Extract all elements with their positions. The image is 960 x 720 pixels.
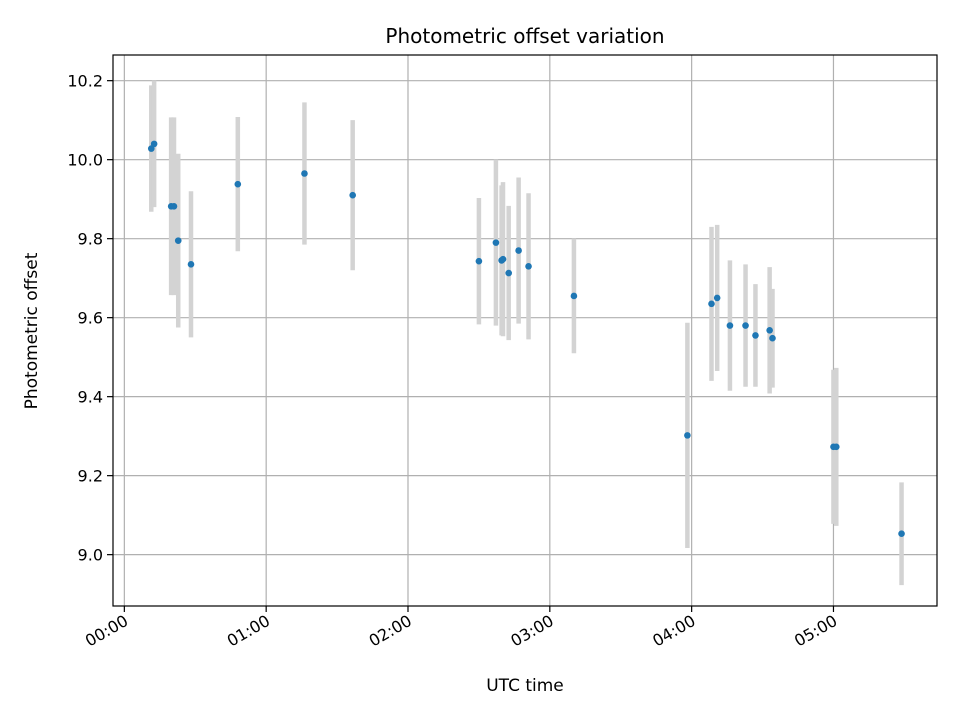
data-point xyxy=(769,334,776,342)
y-axis-ticks: 9.0 9.2 9.4 9.6 9.8 10.0 10.2 xyxy=(67,72,113,565)
data-point xyxy=(898,530,905,538)
y-tick-label: 9.6 xyxy=(78,309,103,328)
data-point xyxy=(234,180,242,188)
data-point xyxy=(833,443,840,451)
data-point xyxy=(505,269,512,277)
y-tick-label: 9.2 xyxy=(78,467,103,486)
y-axis-label: Photometric offset xyxy=(22,252,42,409)
data-point xyxy=(570,292,578,300)
data-point xyxy=(766,327,773,334)
data-point xyxy=(187,261,195,268)
data-point xyxy=(726,322,734,329)
y-tick-label: 9.4 xyxy=(78,388,103,407)
data-point xyxy=(742,322,749,329)
y-tick-label: 9.0 xyxy=(78,546,103,565)
data-point xyxy=(174,237,182,244)
y-tick-label: 9.8 xyxy=(78,230,103,249)
data-point xyxy=(349,191,356,199)
data-point xyxy=(301,170,308,177)
data-points xyxy=(147,140,905,538)
data-point xyxy=(147,145,155,152)
y-tick-label: 10.0 xyxy=(67,151,103,170)
chart-title: Photometric offset variation xyxy=(385,24,664,48)
data-point xyxy=(752,332,759,339)
data-point xyxy=(708,300,715,308)
data-point xyxy=(150,140,158,148)
grid xyxy=(113,55,937,606)
x-axis-label: UTC time xyxy=(486,676,564,696)
data-point xyxy=(475,257,483,265)
data-point xyxy=(492,239,500,246)
data-point xyxy=(515,247,522,254)
data-point xyxy=(170,202,178,210)
plot-frame xyxy=(112,54,938,607)
data-point xyxy=(684,432,691,439)
data-point xyxy=(499,255,507,263)
data-point xyxy=(713,294,721,302)
y-tick-label: 10.2 xyxy=(67,72,103,91)
data-point xyxy=(525,263,532,270)
